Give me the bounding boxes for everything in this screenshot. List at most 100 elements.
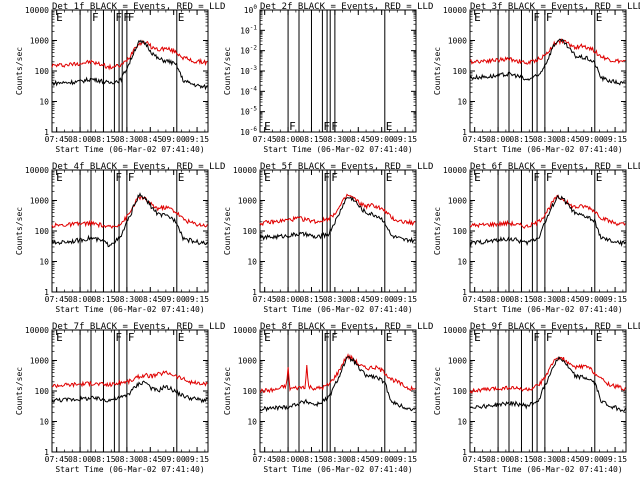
x-axis-label: Start Time (06-Mar-02 07:41:40) (473, 465, 622, 474)
y-tick-label: 100 (243, 387, 258, 396)
y-axis-label: Counts/sec (433, 367, 442, 415)
y-tick-label: 10 (39, 258, 49, 267)
y-tick-label: 10000 (25, 6, 49, 15)
plot-frame (259, 9, 417, 133)
y-tick-label: 1 (44, 128, 49, 137)
x-tick-label: 07:45 (253, 455, 277, 464)
x-tick-label: 08:30 (323, 295, 347, 304)
y-tick-label: 1 (44, 448, 49, 457)
y-tick-label: 1000 (30, 37, 49, 46)
x-tick-label: 09:00 (580, 295, 604, 304)
x-tick-label: 08:45 (138, 295, 162, 304)
events-series-line (469, 38, 626, 86)
flag-label: F (546, 11, 553, 24)
x-tick-label: 09:15 (603, 455, 627, 464)
y-tick-label: 10000 (443, 6, 467, 15)
y-tick-label: 10000 (233, 166, 257, 175)
x-tick-label: 08:30 (323, 135, 347, 144)
y-tick-label: 10 (457, 98, 467, 107)
flag-label: F (323, 171, 330, 184)
flag-label: E (178, 11, 185, 24)
panel-det-7: Det 7f BLACK = Events, RED = LLD 1 10 100 10… (15, 322, 225, 474)
plot-frame (51, 169, 209, 293)
lld-series-line (51, 370, 208, 389)
y-axis-label: Counts/sec (223, 207, 232, 255)
y-tick-label: 1 (462, 288, 467, 297)
x-tick-label: 08:15 (509, 455, 533, 464)
lld-series-line (259, 353, 416, 394)
y-axis-label: Counts/sec (223, 47, 232, 95)
y-tick-label: 10-2 (240, 45, 257, 56)
plot-frame (469, 9, 627, 133)
y-tick-label: 10000 (443, 166, 467, 175)
flag-label: F (115, 171, 122, 184)
flag-label: F (546, 171, 553, 184)
flag-label: F (331, 331, 338, 344)
panel-title: Det 1f BLACK = Events, RED = LLD (52, 2, 225, 12)
panel-det-4: Det 4f BLACK = Events, RED = LLD 1 10 100 10… (15, 162, 225, 314)
y-tick-label: 100 (453, 67, 468, 76)
y-axis-label: Counts/sec (15, 47, 24, 95)
x-tick-label: 08:00 (486, 455, 510, 464)
x-tick-label: 08:15 (299, 135, 323, 144)
x-tick-label: 08:45 (346, 135, 370, 144)
plot-frame (259, 169, 417, 293)
events-series-line (469, 356, 626, 413)
flag-label: E (178, 331, 185, 344)
x-tick-label: 08:30 (115, 135, 139, 144)
x-tick-label: 08:00 (68, 135, 92, 144)
events-series-line (51, 380, 208, 404)
panel-det-3: Det 3f BLACK = Events, RED = LLD 1 10 100 10… (433, 2, 640, 154)
events-series-line (259, 196, 416, 244)
y-tick-label: 1 (462, 128, 467, 137)
y-tick-label: 10000 (25, 326, 49, 335)
flag-label: F (331, 120, 338, 133)
x-tick-label: 08:30 (323, 455, 347, 464)
x-tick-label: 08:30 (115, 295, 139, 304)
x-tick-label: 09:00 (162, 295, 186, 304)
flag-label: F (323, 331, 330, 344)
events-series-line (51, 192, 208, 248)
panel-title: Det 8f BLACK = Events, RED = LLD (260, 322, 433, 332)
y-tick-label: 1000 (238, 357, 257, 366)
x-tick-label: 09:15 (185, 135, 209, 144)
x-axis-label: Start Time (06-Mar-02 07:41:40) (55, 145, 204, 154)
x-tick-label: 08:00 (68, 455, 92, 464)
y-tick-label: 10 (247, 418, 257, 427)
y-tick-label: 10 (39, 418, 49, 427)
x-tick-label: 08:00 (68, 295, 92, 304)
plot-frame (469, 329, 627, 453)
flag-label: F (123, 11, 130, 24)
lld-series-line (259, 193, 416, 227)
flag-label: E (474, 11, 481, 24)
flag-label: E (474, 331, 481, 344)
x-tick-label: 09:15 (393, 295, 417, 304)
events-series-line (259, 355, 416, 413)
panel-title: Det 5f BLACK = Events, RED = LLD (260, 162, 433, 172)
lld-series-line (469, 194, 626, 229)
x-tick-label: 07:45 (45, 455, 69, 464)
x-tick-label: 09:00 (162, 135, 186, 144)
x-tick-label: 08:15 (299, 295, 323, 304)
flag-label: F (128, 11, 135, 24)
y-tick-label: 10-5 (240, 106, 257, 117)
y-tick-label: 100 (453, 387, 468, 396)
panel-det-9: Det 9f BLACK = Events, RED = LLD 1 10 100 10… (433, 322, 640, 474)
x-tick-label: 08:30 (533, 295, 557, 304)
y-tick-label: 10 (457, 418, 467, 427)
y-tick-label: 1000 (448, 197, 467, 206)
flag-label: F (533, 331, 540, 344)
events-series-line (51, 39, 208, 91)
x-tick-label: 09:00 (580, 455, 604, 464)
flag-label: F (289, 120, 296, 133)
x-tick-label: 08:30 (115, 455, 139, 464)
x-tick-label: 09:15 (185, 295, 209, 304)
x-tick-label: 08:00 (486, 135, 510, 144)
panel-det-6: Det 6f BLACK = Events, RED = LLD 1 10 100 10… (433, 162, 640, 314)
flag-label: F (331, 171, 338, 184)
flag-label: E (386, 120, 393, 133)
y-tick-label: 1 (462, 448, 467, 457)
flag-label: E (264, 171, 271, 184)
x-tick-label: 07:45 (463, 295, 487, 304)
